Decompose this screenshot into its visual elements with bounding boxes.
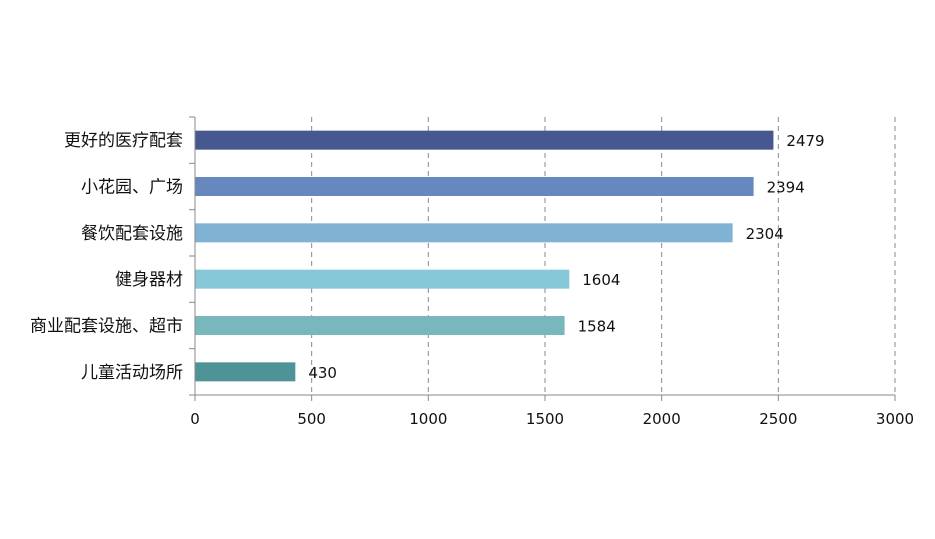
bar <box>195 362 296 382</box>
category-label: 餐饮配套设施 <box>81 224 183 244</box>
x-tick-label: 1000 <box>409 410 447 428</box>
data-label: 2479 <box>786 132 824 150</box>
data-label: 2394 <box>767 179 805 197</box>
category-label: 健身器材 <box>115 270 183 290</box>
category-label: 小花园、广场 <box>81 178 183 198</box>
data-label: 1584 <box>578 318 616 336</box>
bar <box>195 177 754 196</box>
category-label: 儿童活动场所 <box>81 363 183 383</box>
category-label: 商业配套设施、超市 <box>30 317 183 337</box>
x-tick-label: 2500 <box>759 410 797 428</box>
bar <box>195 223 733 243</box>
data-label: 2304 <box>746 225 784 243</box>
data-label: 430 <box>308 364 337 382</box>
category-label: 更好的医疗配套 <box>64 131 183 151</box>
bar <box>195 316 565 335</box>
data-label: 1604 <box>582 271 620 289</box>
bar <box>195 130 774 150</box>
x-tick-label: 0 <box>190 410 200 428</box>
bar <box>195 269 570 289</box>
gridlines <box>311 117 896 395</box>
x-tick-label: 500 <box>297 410 326 428</box>
axes <box>189 116 896 401</box>
labels: 0 500 1000 1500 2000 2500 3000 更好的医疗配套 2479 小花园、广… <box>30 131 914 428</box>
x-tick-label: 2000 <box>643 410 681 428</box>
x-tick-label: 1500 <box>526 410 564 428</box>
x-tick-label: 3000 <box>876 410 914 428</box>
bars <box>195 130 774 382</box>
